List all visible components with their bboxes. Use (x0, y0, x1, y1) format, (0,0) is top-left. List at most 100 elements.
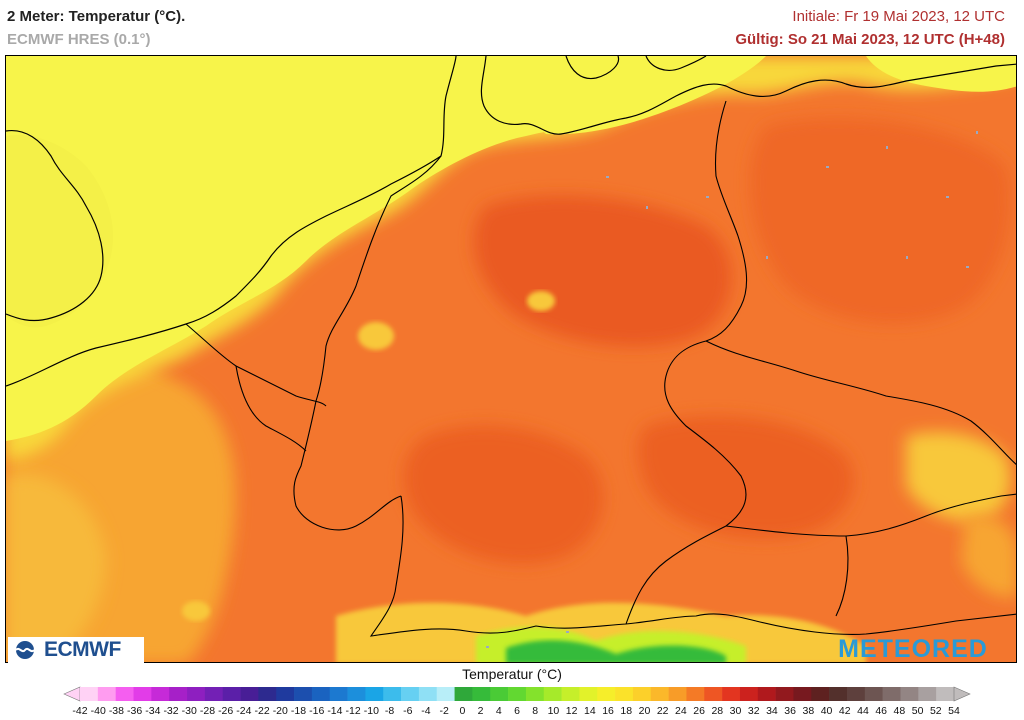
colorbar-tick-label: 28 (711, 705, 724, 717)
colorbar-swatch (597, 687, 616, 701)
colorbar-swatch (829, 687, 848, 701)
west-coast-mild (6, 474, 106, 662)
ecmwf-mark-icon (15, 641, 35, 659)
warm-core-czech (637, 416, 854, 539)
colorbar-tick-label: -14 (327, 705, 343, 717)
colorbar-tick-label: 32 (747, 705, 760, 717)
baltic-sea (524, 56, 766, 135)
colorbar-swatch (311, 687, 331, 701)
colorbar-tick-label: -26 (218, 705, 234, 717)
map-title: 2 Meter: Temperatur (°C). (7, 8, 186, 25)
model-subtitle: ECMWF HRES (0.1°) (7, 31, 151, 48)
colorbar-swatch (294, 687, 313, 701)
colorbar-swatch (383, 687, 402, 701)
england-land (6, 135, 114, 328)
colorbar-max-arrow (953, 686, 971, 702)
colorbar-svg (63, 686, 971, 702)
colorbar-tick-label: 38 (802, 705, 815, 717)
colorbar-swatch (525, 687, 545, 701)
colorbar-swatch (258, 687, 277, 701)
colorbar-swatch (739, 687, 759, 701)
tatra-zone (961, 515, 1016, 597)
colorbar-tick-label: 48 (893, 705, 906, 717)
colorbar-swatch (543, 687, 562, 701)
colorbar-tick-label: -42 (72, 705, 88, 717)
colorbar-swatch (365, 687, 384, 701)
colorbar-tick-label: -8 (384, 705, 395, 717)
colorbar-tick-label: 42 (838, 705, 851, 717)
colorbar-swatch (650, 687, 669, 701)
colorbar-swatch (793, 687, 812, 701)
north-sea (6, 56, 766, 441)
colorbar-tick-label: -6 (403, 705, 413, 717)
mild-patch-3 (182, 601, 210, 621)
colorbar-tick-label: -40 (90, 705, 106, 717)
colorbar-tick-label: 54 (948, 705, 960, 717)
colorbar-swatch (722, 687, 741, 701)
alps-high (506, 640, 726, 662)
colorbar-swatch (615, 687, 634, 701)
colorbar-tick-label: -32 (163, 705, 179, 717)
colorbar-swatch (240, 687, 259, 701)
colorbar-tick-label: 20 (638, 705, 651, 717)
colorbar-swatch (686, 687, 705, 701)
colorbar-min-arrow (63, 686, 81, 702)
mild-patch-1 (358, 322, 394, 350)
colorbar-tick-label: -30 (181, 705, 197, 717)
colorbar-swatch (276, 687, 295, 701)
colorbar-tick-label: -4 (421, 705, 431, 717)
temperature-map-canvas (6, 56, 1016, 662)
colorbar-swatch (151, 687, 170, 701)
colorbar-swatch (418, 687, 438, 701)
colorbar-swatch (472, 687, 491, 701)
colorbar-tick-label: 18 (620, 705, 633, 717)
warm-core-south (403, 425, 604, 564)
colorbar-swatch (846, 687, 866, 701)
colorbar-swatch (169, 687, 188, 701)
colorbar-swatch (561, 687, 580, 701)
colorbar-tick-label: 10 (547, 705, 560, 717)
colorbar-tick-label: 34 (766, 705, 778, 717)
colorbar-tick-label: 30 (729, 705, 742, 717)
colorbar-tick-label: -20 (272, 705, 288, 717)
colorbar-tick-label: -28 (199, 705, 216, 717)
colorbar-swatch (864, 687, 883, 701)
colorbar-swatch (436, 687, 455, 701)
ecmwf-logo-text: ECMWF (44, 638, 121, 661)
colorbar-tick-label: 8 (532, 705, 539, 717)
country-borders (185, 100, 1016, 637)
colorbar-tick-label: 2 (477, 705, 484, 717)
colorbar-ticks: -42 -40 -38 -36 -34 -32 -30 -28 -26 -24 -22 -20 -18-… (0, 705, 1024, 719)
colorbar-swatch (133, 687, 152, 701)
colorbar-tick-label: 26 (693, 705, 705, 717)
colorbar-tick-label: 36 (784, 705, 796, 717)
colorbar-swatch (775, 687, 794, 701)
baltic-east (866, 56, 1016, 92)
colorbar-swatch (757, 687, 776, 701)
colorbar-tick-label: 14 (583, 705, 596, 717)
colorbar-swatch (704, 687, 723, 701)
meteored-logo: METEORED (810, 634, 1016, 663)
colorbar-tick-label: -34 (145, 705, 161, 717)
colorbar-tick-label: -38 (108, 705, 124, 717)
colorbar-tick-label: -16 (309, 705, 325, 717)
colorbar-swatch (632, 687, 652, 701)
meteored-logo-text: METEORED (838, 634, 988, 663)
mild-patch-2 (527, 291, 555, 311)
colorbar-swatch (882, 687, 901, 701)
colorbar-tick-label: 50 (911, 705, 924, 717)
colorbar-tick-label: 24 (675, 705, 687, 717)
colorbar-swatch (490, 687, 509, 701)
colorbar-swatch (222, 687, 241, 701)
valid-time: Gültig: So 21 Mai 2023, 12 UTC (H+48) (735, 31, 1005, 48)
colorbar-tick-label: 52 (929, 705, 942, 717)
ecmwf-logo: ECMWF (8, 637, 144, 663)
colorbar-tick-label: 12 (565, 705, 578, 717)
colorbar-tick-label: -2 (439, 705, 449, 717)
colorbar-swatch (811, 687, 830, 701)
colorbar-swatch (454, 687, 473, 701)
initial-time: Initiale: Fr 19 Mai 2023, 12 UTC (792, 8, 1005, 25)
colorbar-swatch (187, 687, 206, 701)
temperature-map[interactable] (5, 55, 1017, 663)
colorbar-tick-label: 16 (602, 705, 614, 717)
